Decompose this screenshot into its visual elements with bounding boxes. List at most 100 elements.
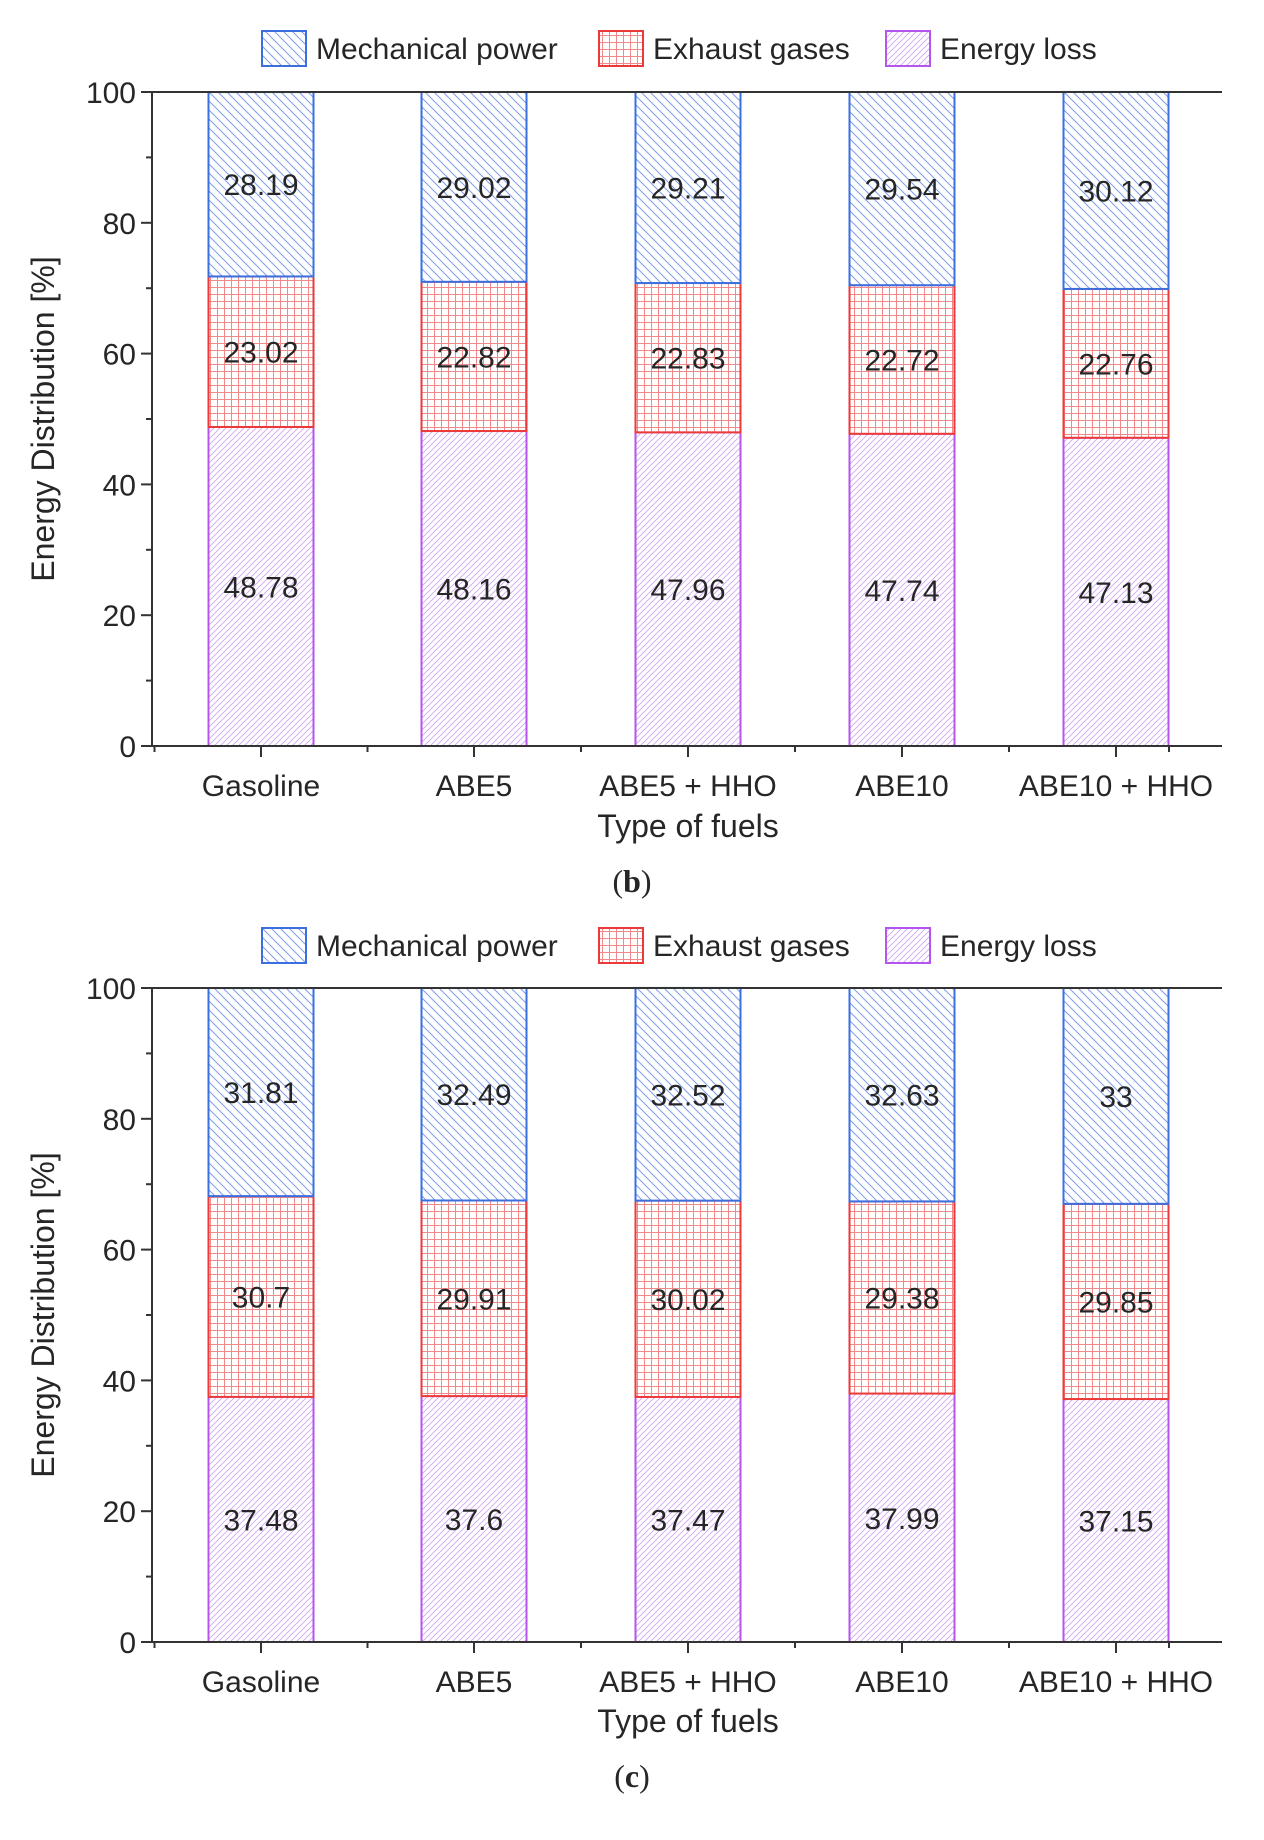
- data-label: 30.12: [1078, 175, 1153, 208]
- bar-segment: [848, 987, 956, 1203]
- data-label: 28.19: [223, 169, 298, 202]
- data-label: 32.52: [650, 1079, 725, 1112]
- data-label: 29.85: [1078, 1286, 1153, 1319]
- bar-segment: [420, 987, 528, 1202]
- bar-stack-abe10-hho: 37.15 29.85 33: [1062, 987, 1170, 1643]
- legend-swatch: [885, 30, 931, 67]
- legend-item-exhaust-gases: Exhaust gases: [598, 927, 850, 964]
- bar-stack-abe5: 48.16 22.82 29.02: [420, 91, 528, 747]
- data-label: 22.72: [864, 344, 939, 377]
- data-label: 37.48: [223, 1504, 298, 1537]
- x-tick-label: ABE10: [855, 1666, 948, 1699]
- data-label: 31.81: [223, 1077, 298, 1110]
- data-label: 32.49: [436, 1079, 511, 1112]
- data-label: 37.15: [1078, 1506, 1153, 1539]
- y-tick-label: 100: [86, 973, 136, 1006]
- data-label: 48.16: [436, 574, 511, 607]
- bar-segment: [207, 1395, 315, 1644]
- data-label: 33: [1099, 1081, 1132, 1114]
- y-tick-label: 20: [103, 600, 136, 633]
- data-label: 29.91: [436, 1283, 511, 1316]
- data-label: 37.47: [650, 1504, 725, 1537]
- bar-segment: [848, 91, 956, 287]
- legend-label: Energy loss: [940, 33, 1097, 66]
- bar-segment: [207, 1195, 315, 1398]
- legend-swatch: [885, 927, 931, 964]
- legend-item-energy-loss: Energy loss: [885, 927, 1097, 964]
- bar-stack-abe5-hho: 37.47 30.02 32.52: [634, 986, 742, 1643]
- bar-segment: [848, 432, 956, 747]
- data-label: 47.96: [650, 574, 725, 607]
- y-axis-title: Energy Distribution [%]: [25, 256, 61, 581]
- x-tick-label: ABE5: [436, 770, 513, 803]
- y-tick-label: 40: [103, 469, 136, 502]
- bar-segment: [420, 430, 528, 747]
- panel-caption: (b): [612, 863, 651, 899]
- data-label: 29.21: [650, 173, 725, 206]
- legend-item-mechanical-power: Mechanical power: [261, 30, 558, 67]
- bar-segment: [420, 91, 528, 283]
- legend-swatch: [261, 927, 307, 964]
- data-label: 48.78: [223, 571, 298, 604]
- bar-segment: [207, 275, 315, 428]
- bar-segment: [1062, 90, 1170, 290]
- y-tick-label: 80: [103, 208, 136, 241]
- bar-stack-abe5: 37.6 29.91 32.49: [420, 987, 528, 1643]
- bar-segment: [207, 425, 315, 747]
- x-tick-label: Gasoline: [202, 770, 320, 803]
- bar-segment: [634, 986, 742, 1202]
- bar-stack-abe10-hho: 47.13 22.76 30.12: [1062, 90, 1170, 747]
- y-tick-label: 0: [119, 1627, 136, 1660]
- x-axis-title: Type of fuels: [597, 808, 778, 844]
- legend-item-exhaust-gases: Exhaust gases: [598, 30, 850, 67]
- x-tick-label: ABE10 + HHO: [1019, 1666, 1213, 1699]
- y-tick-label: 100: [86, 77, 136, 110]
- bar-stack-abe5-hho: 47.96 22.83 29.21: [634, 91, 742, 747]
- chart-panel-c: Mechanical power Exhaust gases Energy loss…: [25, 927, 1222, 1794]
- data-label: 29.38: [864, 1282, 939, 1315]
- legend-item-energy-loss: Energy loss: [885, 30, 1097, 67]
- bar-segment: [1062, 436, 1170, 747]
- y-tick-label: 80: [103, 1104, 136, 1137]
- bar-segment: [634, 91, 742, 285]
- x-tick-label: ABE10 + HHO: [1019, 770, 1213, 803]
- bar-segment: [634, 282, 742, 434]
- bar-segment: [420, 1395, 528, 1643]
- bar-segment: [1062, 987, 1170, 1205]
- data-label: 22.82: [436, 341, 511, 374]
- bar-segment: [634, 1199, 742, 1398]
- y-axis-title: Energy Distribution [%]: [25, 1152, 61, 1477]
- legend-swatch: [598, 30, 644, 67]
- legend-label: Exhaust gases: [653, 33, 850, 66]
- x-tick-label: ABE5 + HHO: [599, 770, 777, 803]
- bar-segment: [420, 280, 528, 433]
- data-label: 37.6: [445, 1504, 503, 1537]
- bar-stack-gasoline: 37.48 30.7 31.81: [207, 987, 315, 1644]
- bar-segment: [634, 1395, 742, 1643]
- chart-panel-b: Mechanical power Exhaust gases Energy loss…: [25, 30, 1222, 899]
- y-tick-label: 0: [119, 731, 136, 764]
- legend-swatch: [598, 927, 644, 964]
- bar-segment: [1062, 1202, 1170, 1401]
- data-label: 22.83: [650, 343, 725, 376]
- legend-label: Exhaust gases: [653, 930, 850, 963]
- bar-segment: [848, 1200, 956, 1395]
- bar-segment: [207, 987, 315, 1198]
- y-tick-label: 60: [103, 1235, 136, 1268]
- x-tick-label: ABE10: [855, 770, 948, 803]
- x-tick-label: Gasoline: [202, 1666, 320, 1699]
- bar-segment: [420, 1199, 528, 1398]
- bar-segment: [848, 1392, 956, 1644]
- bar-stack-gasoline: 48.78 23.02 28.19: [207, 91, 315, 747]
- legend-label: Mechanical power: [316, 33, 558, 66]
- panel-caption: (c): [614, 1758, 650, 1794]
- bar-segment: [848, 284, 956, 435]
- data-label: 23.02: [223, 337, 298, 370]
- data-label: 47.74: [864, 575, 939, 608]
- legend-swatch: [261, 30, 307, 67]
- legend-label: Mechanical power: [316, 930, 558, 963]
- bar-stack-abe10: 37.99 29.38 32.63: [848, 987, 956, 1644]
- data-label: 32.63: [864, 1080, 939, 1113]
- legend-label: Energy loss: [940, 930, 1097, 963]
